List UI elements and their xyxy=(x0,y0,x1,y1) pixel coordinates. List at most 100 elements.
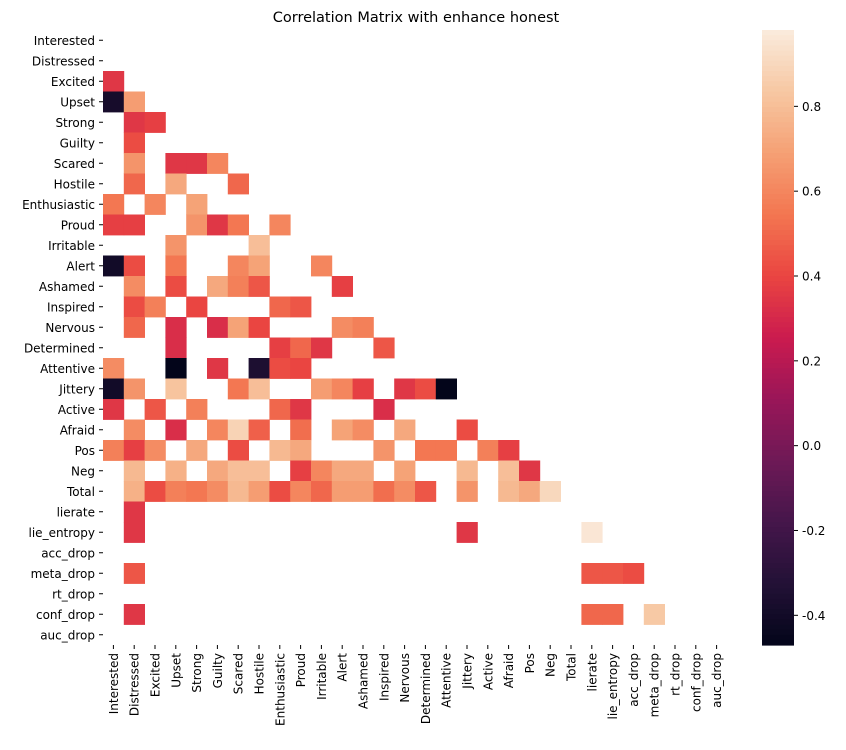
heatmap-cell xyxy=(207,317,229,338)
colorbar-segment xyxy=(762,35,794,41)
y-tick-label: Hostile xyxy=(54,177,95,191)
heatmap-cell xyxy=(227,460,249,482)
colorbar-segment xyxy=(762,399,794,405)
colorbar-segment xyxy=(762,101,794,108)
colorbar-segment xyxy=(762,30,794,36)
y-tick-label: meta_drop xyxy=(31,567,95,581)
colorbar-segment xyxy=(762,142,794,149)
heatmap-cell xyxy=(415,481,437,502)
colorbar-segment xyxy=(762,332,794,339)
y-tick-label: Attentive xyxy=(40,362,95,376)
heatmap-cell xyxy=(373,337,395,359)
heatmap-cell xyxy=(623,563,645,584)
y-tick-label: Afraid xyxy=(60,423,95,437)
heatmap-cell xyxy=(352,481,374,502)
colorbar-segment xyxy=(762,552,794,559)
heatmap-cell xyxy=(248,378,270,400)
heatmap-cell xyxy=(290,296,312,318)
heatmap-cell xyxy=(248,460,270,482)
colorbar-segment xyxy=(762,496,794,503)
heatmap-cell xyxy=(373,399,395,420)
colorbar-segment xyxy=(762,281,794,287)
colorbar-segment xyxy=(762,352,794,359)
heatmap-cell xyxy=(331,460,353,482)
heatmap-cell xyxy=(165,337,187,359)
y-tick-label: Excited xyxy=(51,75,95,89)
colorbar-segment xyxy=(762,163,794,169)
colorbar-segment xyxy=(762,378,794,385)
colorbar-segment xyxy=(762,168,794,175)
colorbar-segment xyxy=(762,404,794,410)
x-tick-labels: Interested Distressed Excited Upset Strong Gu… xyxy=(107,645,724,726)
colorbar-segment xyxy=(762,624,794,631)
colorbar-segment xyxy=(762,153,794,159)
heatmap-cell xyxy=(165,378,187,400)
colorbar-segment xyxy=(762,347,794,354)
y-tick-label: Proud xyxy=(61,218,95,232)
heatmap-cell xyxy=(290,460,312,482)
colorbar-tick-label: 0.0 xyxy=(802,439,821,453)
colorbar-tick-label: -0.2 xyxy=(802,524,825,538)
colorbar-segment xyxy=(762,204,794,210)
heatmap-cell xyxy=(227,173,249,195)
colorbar-segment xyxy=(762,327,794,333)
heatmap-cell xyxy=(165,481,187,502)
colorbar-segment xyxy=(762,434,794,441)
colorbar-segment xyxy=(762,255,794,262)
colorbar-segment xyxy=(762,270,794,277)
x-tick-label: meta_drop xyxy=(648,653,662,717)
x-tick-label: Nervous xyxy=(398,653,412,703)
colorbar-segment xyxy=(762,516,794,523)
heatmap-cell xyxy=(519,460,541,482)
y-tick-label: acc_drop xyxy=(41,546,95,560)
colorbar-segment xyxy=(762,593,794,600)
colorbar-segment xyxy=(762,147,794,154)
heatmap-cell xyxy=(123,481,145,502)
colorbar-segment xyxy=(762,301,794,308)
colorbar-segment xyxy=(762,598,794,605)
colorbar-segment xyxy=(762,86,794,93)
heatmap-cell xyxy=(477,440,499,461)
heatmap-cell xyxy=(207,214,229,236)
x-tick-label: Proud xyxy=(294,653,308,687)
colorbar-segment xyxy=(762,71,794,77)
colorbar-segment xyxy=(762,388,794,395)
x-tick-label: Alert xyxy=(336,653,350,682)
y-tick-label: Scared xyxy=(54,157,95,171)
y-tick-label: Active xyxy=(58,403,95,417)
colorbar-segment xyxy=(762,286,794,292)
colorbar-segment xyxy=(762,491,794,497)
colorbar-segment xyxy=(762,639,794,646)
y-tick-label: Guilty xyxy=(60,136,95,150)
colorbar-segment xyxy=(762,194,794,200)
heatmap-cell xyxy=(248,358,270,379)
colorbar-segment xyxy=(762,609,794,615)
heatmap-cell xyxy=(435,378,457,400)
x-tick-label: Attentive xyxy=(440,653,454,708)
colorbar-tick-label: 0.2 xyxy=(802,354,821,368)
colorbar-tick-label: 0.4 xyxy=(802,270,821,284)
colorbar-segment xyxy=(762,568,794,574)
heatmap-cell xyxy=(290,419,312,441)
heatmap-cell xyxy=(165,153,187,174)
heatmap-cell xyxy=(103,399,125,420)
colorbar-segment xyxy=(762,588,794,595)
colorbar-segment xyxy=(762,470,794,477)
heatmap-cell xyxy=(103,71,125,92)
heatmap-cell xyxy=(103,440,125,461)
colorbar-segment xyxy=(762,219,794,226)
colorbar-segment xyxy=(762,250,794,257)
colorbar-segment xyxy=(762,522,794,528)
x-tick-label: rt_drop xyxy=(669,653,683,696)
colorbar-segment xyxy=(762,409,794,415)
x-tick-label: Inspired xyxy=(377,653,391,701)
colorbar-segment xyxy=(762,245,794,251)
x-tick-label: Pos xyxy=(523,653,537,673)
colorbar-segment xyxy=(762,363,794,369)
colorbar-segment xyxy=(762,414,794,421)
heatmap-cell xyxy=(103,194,125,215)
heatmap-cell xyxy=(123,460,145,482)
heatmap-cell xyxy=(227,419,249,441)
heatmap-cell xyxy=(227,317,249,338)
